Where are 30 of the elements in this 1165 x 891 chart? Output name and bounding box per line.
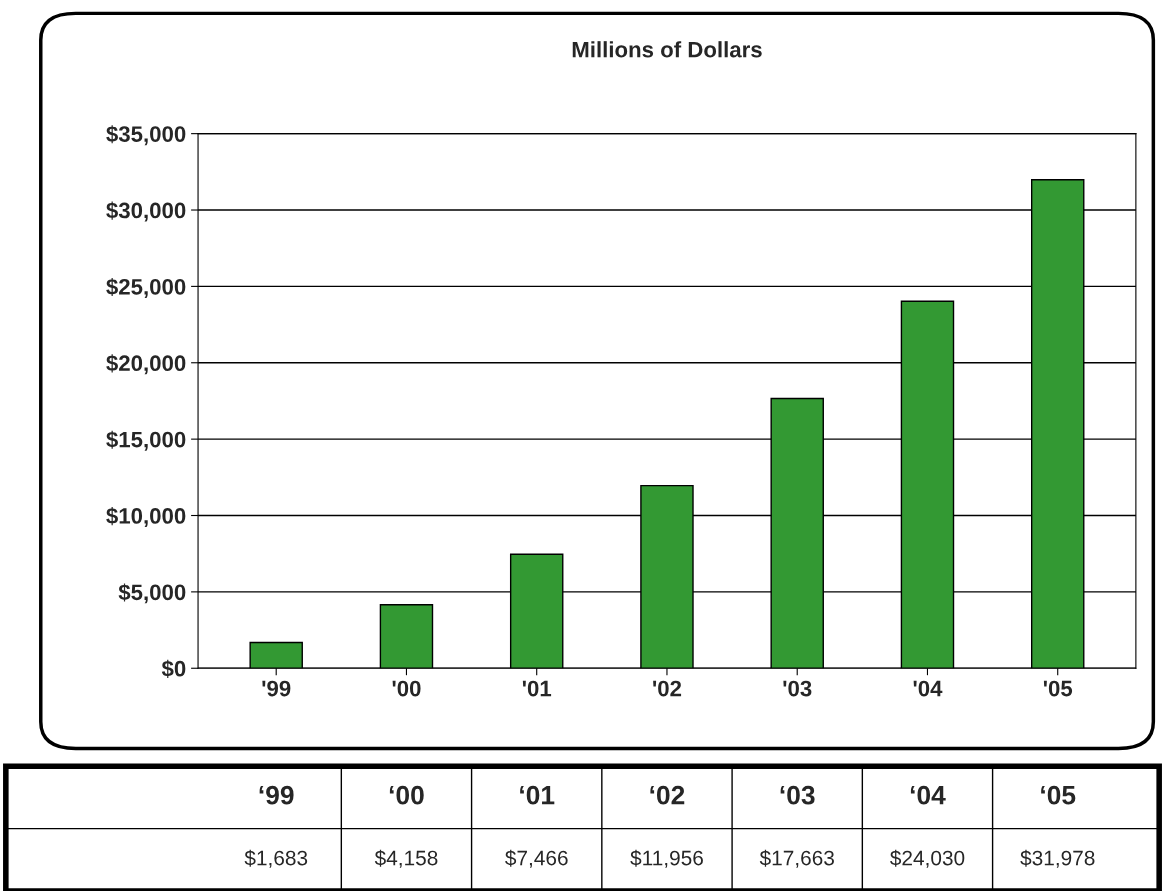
x-tick-label: '03 <box>783 680 812 697</box>
data-label: $4,158 <box>374 849 438 868</box>
data-label: $7,466 <box>505 849 568 868</box>
text: ‘05 <box>1041 785 1076 805</box>
y-tick-label: $25,000 <box>106 277 186 298</box>
y-tick-label: $10,000 <box>106 507 186 527</box>
text: ‘04 <box>910 785 946 805</box>
text: ‘00 <box>389 785 424 805</box>
x-tick-label: '00 <box>392 680 421 697</box>
y-tick-label: $30,000 <box>106 201 186 222</box>
y-tick-label: $20,000 <box>106 354 186 375</box>
x-tick-label: '99 <box>262 680 291 697</box>
data-label: $24,030 <box>890 849 965 868</box>
data-label: $1,683 <box>244 849 308 868</box>
x-tick-label: '05 <box>1043 680 1073 697</box>
text: ‘02 <box>650 785 685 805</box>
x-tick-label: '04 <box>913 680 943 697</box>
y-tick-label: $0 <box>161 659 186 678</box>
x-tick-label: '02 <box>653 680 682 697</box>
chart-title: Millions of Dollars <box>572 41 762 58</box>
x-tick-label: '01 <box>522 680 552 697</box>
data-label: $17,663 <box>759 849 834 868</box>
text: ‘01 <box>520 785 555 805</box>
text: ‘99 <box>259 785 294 805</box>
y-tick-label: $5,000 <box>118 583 186 604</box>
y-tick-label: $15,000 <box>106 430 186 451</box>
text: ‘03 <box>780 785 815 805</box>
data-label: $11,956 <box>630 849 703 868</box>
y-tick-label: $35,000 <box>106 125 186 146</box>
data-label: $31,978 <box>1020 849 1095 868</box>
